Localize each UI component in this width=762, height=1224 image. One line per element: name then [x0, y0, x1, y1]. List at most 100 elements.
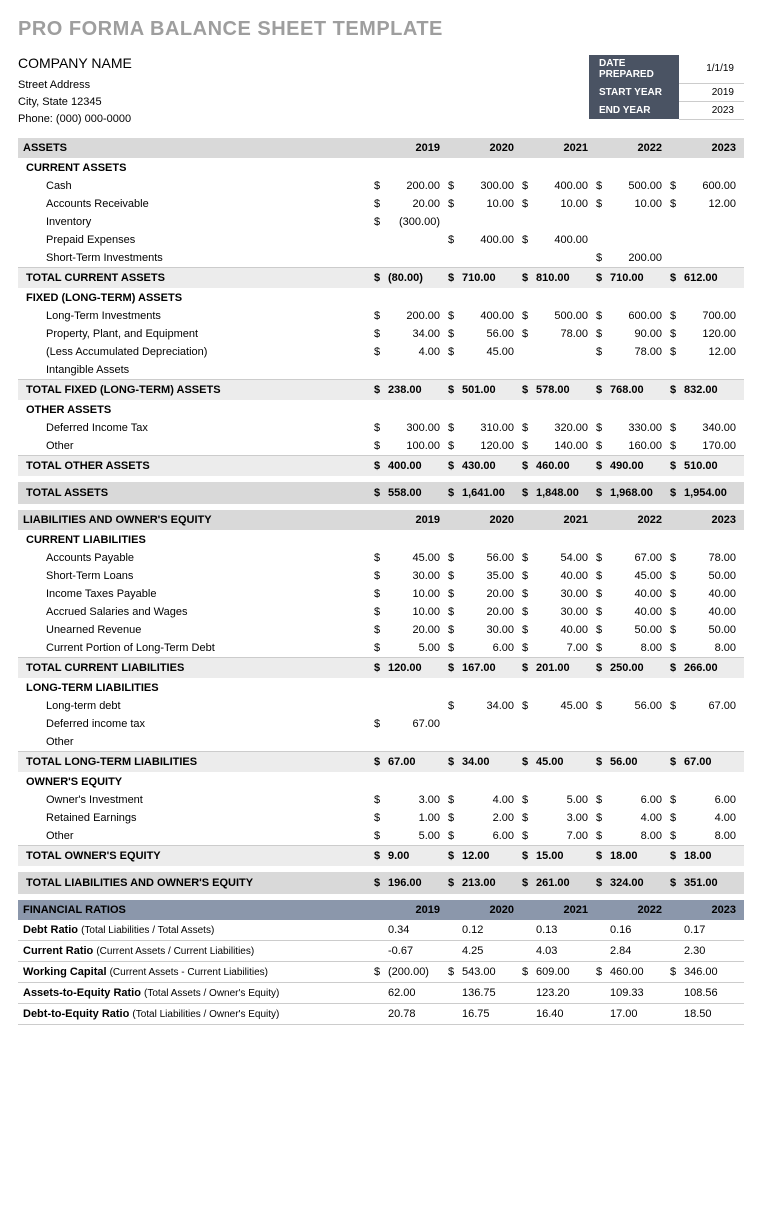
- currency-symbol: [448, 983, 462, 1004]
- cell-value: 612.00: [684, 268, 744, 289]
- currency-symbol: $: [596, 791, 610, 809]
- cell-value: 10.00: [536, 195, 596, 213]
- cell-value: (300.00): [388, 213, 448, 231]
- row-label: Other: [18, 827, 374, 846]
- currency-symbol: $: [374, 325, 388, 343]
- cell-value: [388, 697, 448, 715]
- subsection-header: OTHER ASSETS: [18, 400, 744, 419]
- currency-symbol: $: [448, 307, 462, 325]
- cell-value: 300.00: [388, 419, 448, 437]
- cell-value: 34.00: [462, 752, 522, 773]
- row-label: Current Portion of Long-Term Debt: [18, 639, 374, 658]
- total-label: TOTAL CURRENT LIABILITIES: [18, 658, 374, 679]
- currency-symbol: $: [670, 752, 684, 773]
- currency-symbol: $: [448, 658, 462, 679]
- currency-symbol: $: [374, 567, 388, 585]
- currency-symbol: $: [670, 585, 684, 603]
- currency-symbol: $: [374, 872, 388, 894]
- end-year-label: END YEAR: [589, 101, 679, 119]
- cell-value: 700.00: [684, 307, 744, 325]
- cell-value: 500.00: [536, 307, 596, 325]
- ratio-label: Debt-to-Equity Ratio (Total Liabilities …: [18, 1004, 374, 1025]
- currency-symbol: $: [374, 585, 388, 603]
- company-phone: Phone: (000) 000-0000: [18, 111, 132, 128]
- ratio-value: 62.00: [388, 983, 448, 1004]
- currency-symbol: $: [670, 380, 684, 401]
- currency-symbol: $: [448, 603, 462, 621]
- currency-symbol: $: [670, 437, 684, 456]
- row-label: Accounts Payable: [18, 549, 374, 567]
- cell-value: 330.00: [610, 419, 670, 437]
- cell-value: [462, 361, 522, 380]
- cell-value: 20.00: [388, 195, 448, 213]
- cell-value: 20.00: [462, 585, 522, 603]
- year-header: 2022: [610, 138, 670, 158]
- cell-value: 1.00: [388, 809, 448, 827]
- cell-value: 6.00: [684, 791, 744, 809]
- currency-symbol: $: [448, 419, 462, 437]
- currency-symbol: $: [374, 846, 388, 867]
- cell-value: 10.00: [388, 585, 448, 603]
- cell-value: 120.00: [388, 658, 448, 679]
- cell-value: [536, 715, 596, 733]
- cell-value: 5.00: [536, 791, 596, 809]
- total-label: TOTAL CURRENT ASSETS: [18, 268, 374, 289]
- cell-value: 10.00: [610, 195, 670, 213]
- ratio-value: 0.12: [462, 920, 522, 941]
- currency-symbol: [522, 983, 536, 1004]
- currency-symbol: $: [670, 872, 684, 894]
- currency-symbol: $: [596, 846, 610, 867]
- row-label: (Less Accumulated Depreciation): [18, 343, 374, 361]
- cell-value: 3.00: [536, 809, 596, 827]
- currency-symbol: $: [448, 195, 462, 213]
- currency-symbol: $: [448, 962, 462, 983]
- cell-value: 600.00: [684, 177, 744, 195]
- end-year-value: 2023: [679, 101, 744, 119]
- ratio-value: 16.75: [462, 1004, 522, 1025]
- currency-symbol: $: [596, 343, 610, 361]
- cell-value: 1,641.00: [462, 482, 522, 504]
- cell-value: 12.00: [684, 195, 744, 213]
- currency-symbol: [596, 231, 610, 249]
- cell-value: 500.00: [610, 177, 670, 195]
- total-label: TOTAL OWNER'S EQUITY: [18, 846, 374, 867]
- cell-value: 45.00: [536, 752, 596, 773]
- currency-symbol: $: [448, 621, 462, 639]
- currency-symbol: $: [596, 809, 610, 827]
- currency-symbol: [448, 715, 462, 733]
- cell-value: 200.00: [388, 307, 448, 325]
- currency-symbol: $: [670, 343, 684, 361]
- currency-symbol: [522, 361, 536, 380]
- currency-symbol: $: [596, 603, 610, 621]
- cell-value: 78.00: [684, 549, 744, 567]
- currency-symbol: [448, 213, 462, 231]
- currency-symbol: $: [596, 872, 610, 894]
- currency-symbol: $: [670, 827, 684, 846]
- year-header: 2023: [684, 900, 744, 920]
- currency-symbol: [670, 733, 684, 752]
- currency-symbol: $: [374, 343, 388, 361]
- cell-value: [462, 249, 522, 268]
- currency-symbol: $: [374, 549, 388, 567]
- cell-value: 67.00: [684, 697, 744, 715]
- currency-symbol: [596, 920, 610, 941]
- currency-symbol: $: [596, 827, 610, 846]
- row-label: Cash: [18, 177, 374, 195]
- cell-value: 54.00: [536, 549, 596, 567]
- currency-symbol: [596, 361, 610, 380]
- currency-symbol: $: [374, 195, 388, 213]
- cell-value: 501.00: [462, 380, 522, 401]
- cell-value: 238.00: [388, 380, 448, 401]
- currency-symbol: [670, 213, 684, 231]
- currency-symbol: $: [374, 456, 388, 477]
- currency-symbol: $: [522, 437, 536, 456]
- cell-value: 140.00: [536, 437, 596, 456]
- currency-symbol: $: [374, 268, 388, 289]
- year-header: 2021: [536, 510, 596, 530]
- currency-symbol: $: [670, 549, 684, 567]
- cell-value: 250.00: [610, 658, 670, 679]
- currency-symbol: $: [522, 325, 536, 343]
- ratio-label: Assets-to-Equity Ratio (Total Assets / O…: [18, 983, 374, 1004]
- currency-symbol: $: [374, 603, 388, 621]
- currency-symbol: $: [522, 809, 536, 827]
